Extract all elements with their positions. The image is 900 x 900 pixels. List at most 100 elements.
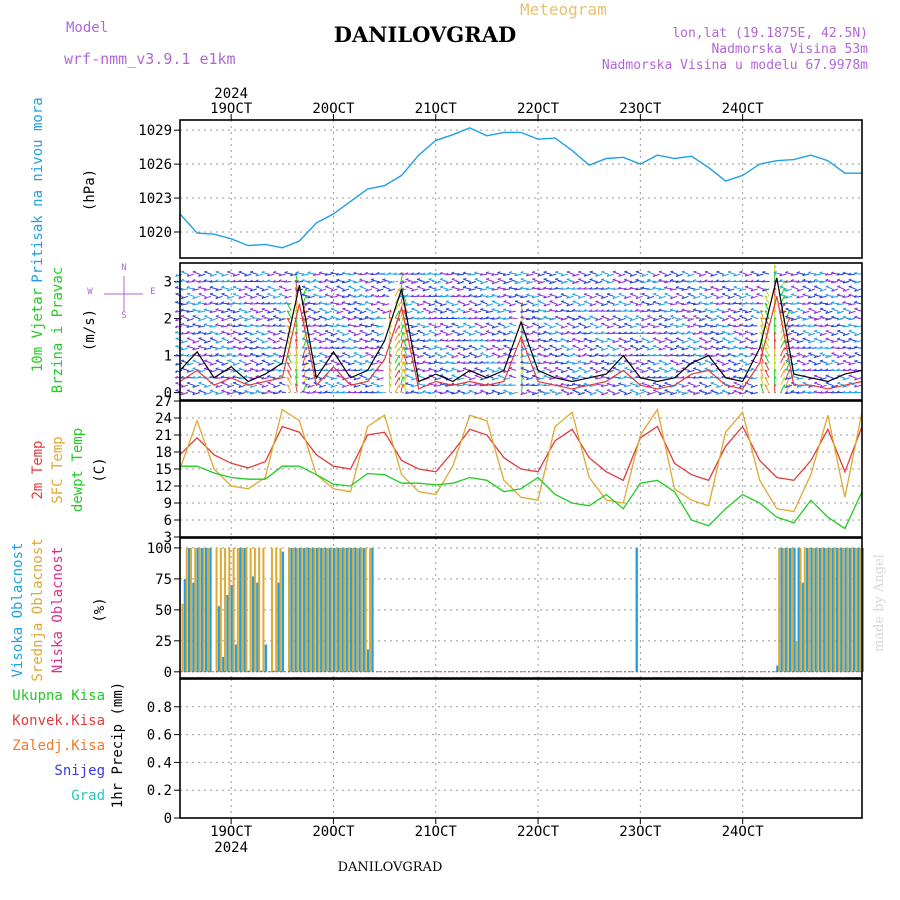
wind-vector-head: [830, 295, 834, 298]
wind-vector-head: [738, 391, 742, 395]
wind-vector-head: [186, 337, 191, 339]
wind-vector-head: [560, 281, 564, 285]
wind-vector: [422, 301, 430, 305]
wind-vector-head: [760, 376, 764, 379]
wind-vector-head: [537, 377, 541, 380]
wind-vector-head: [215, 359, 219, 362]
wind-vector: [457, 288, 465, 292]
wind-vector: [664, 345, 672, 349]
wind-vector-head: [480, 389, 484, 392]
wind-vector-head: [595, 317, 598, 321]
wind-vector-head: [520, 295, 524, 299]
wind-vector-head: [192, 340, 196, 344]
wind-vector: [687, 390, 695, 394]
wind-vector-head: [227, 359, 231, 362]
wind-vector: [336, 286, 344, 290]
wind-vector: [831, 302, 839, 305]
top-year-label: 2024: [214, 86, 248, 102]
wind-vector: [543, 361, 551, 364]
wind-vector-head: [796, 352, 800, 355]
wind-vector: [842, 340, 850, 343]
wind-vector-head: [664, 286, 668, 289]
wind-vector: [710, 390, 718, 394]
wind-vector: [445, 301, 453, 305]
wind-vector: [439, 383, 447, 386]
wind-vector-head: [791, 330, 795, 332]
wind-vector: [819, 325, 827, 328]
wind-vector: [388, 331, 391, 341]
wind-vector: [336, 273, 344, 276]
wind-vector-head: [721, 369, 725, 373]
wind-vector-head: [261, 359, 265, 362]
wind-vector-head: [554, 374, 559, 377]
cloud-high-bar: [243, 547, 246, 672]
wind-vector-head: [647, 322, 651, 325]
wind-vector: [405, 310, 413, 314]
wind-vector-head: [635, 331, 639, 334]
cloud-mid-bar: [334, 547, 337, 672]
wind-vector-head: [479, 293, 484, 296]
wind-vector-head: [738, 332, 742, 336]
wind-vector: [480, 377, 488, 381]
wind-vector: [336, 310, 344, 314]
wind-vector: [405, 286, 413, 290]
wind-vector-head: [836, 390, 840, 393]
wind-vector-head: [389, 331, 392, 335]
wind-vector: [526, 369, 534, 374]
wind-vector-head: [502, 361, 506, 364]
wind-vector-head: [209, 310, 213, 313]
wind-vector: [336, 303, 344, 306]
wind-vector: [474, 375, 482, 379]
wind-vector: [267, 375, 275, 379]
wind-vector-head: [555, 278, 559, 280]
wind-vector: [537, 389, 545, 394]
wind-vector-head: [267, 337, 271, 339]
wind-vector-head: [589, 270, 593, 273]
wind-vector-head: [537, 317, 541, 321]
wind-vector-head: [250, 315, 254, 317]
wind-vector-head: [784, 301, 788, 304]
wind-vector-head: [227, 315, 231, 317]
wind-vector: [652, 338, 660, 342]
wind-vector: [710, 346, 718, 349]
wind-vector-head: [578, 315, 582, 318]
wind-vector-head: [278, 318, 282, 321]
wind-vector-head: [485, 347, 489, 351]
wind-vector-head: [295, 331, 298, 335]
wind-vector: [589, 303, 597, 307]
wind-vector: [394, 332, 400, 341]
wind-vector-head: [745, 285, 749, 288]
wind-vector: [831, 325, 839, 328]
wind-vector: [848, 279, 856, 283]
wind-vector: [238, 332, 246, 336]
wind-vector-head: [232, 310, 236, 314]
wind-vector-head: [324, 293, 328, 296]
wind-vector-head: [474, 303, 478, 307]
wind-vector-head: [272, 384, 276, 388]
wind-vector: [273, 308, 281, 312]
wind-vector-head: [825, 362, 829, 366]
wind-vector-head: [192, 279, 196, 282]
wind-vector-head: [652, 300, 656, 303]
wind-vector-head: [180, 322, 185, 325]
wind-vector-head: [410, 294, 414, 297]
wind-vector-head: [509, 367, 513, 369]
wind-vector: [307, 316, 315, 320]
wind-vector-head: [744, 345, 748, 348]
wind-vector: [779, 273, 787, 277]
cloud-high-bar: [810, 547, 813, 672]
wind-vector-head: [244, 389, 248, 392]
wind-vector: [675, 287, 683, 290]
wind-vector-head: [502, 383, 506, 386]
wind-vector-head: [479, 338, 483, 342]
wind-vector: [416, 303, 424, 307]
wind-vector-head: [451, 347, 455, 351]
wind-vector: [756, 273, 764, 277]
wind-vector: [676, 293, 683, 297]
wind-vector: [204, 368, 212, 371]
wind-vector: [612, 347, 620, 351]
wind-vector-head: [451, 355, 455, 359]
wind-vector-head: [520, 354, 524, 358]
wind-vector-head: [813, 368, 817, 372]
wind-vector: [537, 288, 545, 291]
